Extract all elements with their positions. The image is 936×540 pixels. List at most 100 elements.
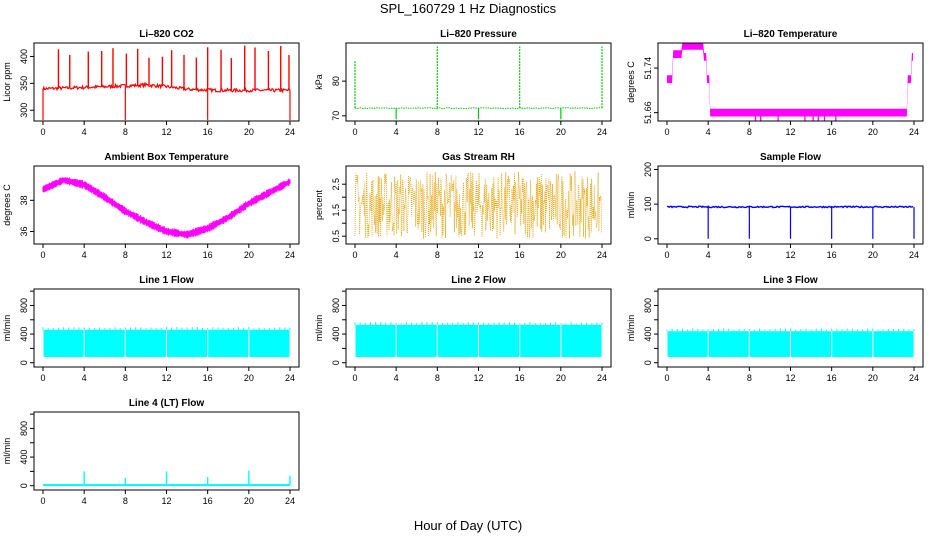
x-tick-label: 24	[597, 373, 607, 383]
data-series	[354, 46, 603, 120]
y-tick-label: 800	[19, 421, 29, 436]
data-series	[666, 328, 915, 357]
chart-title: Line 3 Flow	[763, 275, 818, 286]
x-tick-label: 16	[203, 496, 213, 506]
x-tick-label: 20	[244, 496, 254, 506]
y-tick-label: 0	[19, 360, 29, 365]
x-tick-label: 8	[747, 250, 752, 260]
x-tick-label: 20	[556, 373, 566, 383]
y-axis-label: ml/min	[2, 438, 12, 465]
x-tick-label: 0	[40, 250, 45, 260]
chart-panel-9: Line 3 Flow ml/min 0 4 8 12 16 20 24 0 400 800	[626, 275, 924, 383]
flow-band	[832, 331, 873, 357]
y-tick-label: 36	[19, 227, 29, 237]
x-tick-label: 24	[285, 250, 295, 260]
y-tick-label: 400	[19, 49, 29, 64]
chart-title: Li–820 Pressure	[440, 29, 517, 40]
x-tick-label: 8	[435, 127, 440, 137]
x-tick-label: 12	[161, 250, 171, 260]
x-tick-label: 8	[123, 127, 128, 137]
chart-panel-4: Ambient Box Temperature degrees C 0 4 8 12 16 2…	[2, 152, 300, 260]
x-tick-label: 16	[515, 373, 525, 383]
x-tick-label: 16	[515, 127, 525, 137]
flow-band	[479, 324, 520, 357]
y-tick-label: 0	[331, 360, 341, 365]
x-tick-label: 0	[352, 373, 357, 383]
chart-panel-2: Li–820 Pressure kPa 0 4 8 12 16 20 24 70 80	[314, 29, 612, 137]
y-tick-label: 0.5	[331, 230, 341, 243]
x-tick-label: 0	[40, 496, 45, 506]
x-tick-label: 12	[473, 127, 483, 137]
chart-panel-7: Line 1 Flow ml/min 0 4 8 12 16 20 24 0 400 800	[2, 275, 300, 383]
x-tick-label: 16	[203, 127, 213, 137]
flow-band	[396, 324, 437, 357]
flow-band	[437, 324, 478, 357]
y-axis-label: degrees C	[626, 61, 636, 103]
y-axis-label: degrees C	[2, 184, 12, 226]
chart-panel-1: Li–820 CO2 Licor ppm 0 4 8 12 16 20 24 300 350 400	[2, 29, 300, 137]
x-tick-label: 8	[123, 250, 128, 260]
x-tick-label: 20	[556, 127, 566, 137]
x-tick-label: 0	[352, 127, 357, 137]
x-tick-label: 12	[161, 373, 171, 383]
data-series	[354, 170, 602, 239]
x-tick-label: 24	[597, 250, 607, 260]
y-tick-label: 0	[643, 360, 653, 365]
y-tick-label: 100	[643, 197, 653, 212]
sample-flow-series	[666, 205, 914, 209]
x-tick-label: 24	[909, 127, 919, 137]
x-tick-label: 16	[203, 250, 213, 260]
x-tick-label: 12	[473, 250, 483, 260]
y-tick-label: 0	[19, 483, 29, 488]
y-axis-label: kPa	[314, 74, 324, 90]
flow-band	[520, 324, 561, 357]
y-tick-label: 200	[643, 162, 653, 177]
x-tick-label: 4	[394, 127, 399, 137]
x-tick-label: 4	[394, 373, 399, 383]
chart-panel-10: Line 4 (LT) Flow ml/min 0 4 8 12 16 20 24 0 400 800	[2, 398, 300, 506]
x-tick-label: 8	[435, 373, 440, 383]
x-tick-label: 20	[244, 127, 254, 137]
flow-band	[749, 331, 790, 357]
x-tick-label: 0	[664, 373, 669, 383]
x-tick-label: 20	[868, 250, 878, 260]
y-axis-label: ml/min	[314, 315, 324, 342]
y-tick-label: 800	[19, 298, 29, 313]
flow-band	[249, 329, 290, 357]
flow-band	[873, 331, 914, 357]
y-tick-label: 400	[643, 327, 653, 342]
flow-band	[667, 331, 708, 357]
chart-title: Line 2 Flow	[451, 275, 506, 286]
x-tick-label: 4	[82, 373, 87, 383]
y-axis-label: ml/min	[626, 192, 636, 219]
y-tick-label: 51.66	[643, 101, 653, 124]
y-tick-label: 300	[19, 103, 29, 118]
x-tick-label: 12	[473, 373, 483, 383]
x-tick-label: 4	[706, 127, 711, 137]
x-tick-label: 8	[123, 496, 128, 506]
x-tick-label: 24	[909, 373, 919, 383]
data-series	[354, 321, 603, 357]
chart-title: Li–820 CO2	[139, 29, 194, 40]
y-tick-label: 400	[19, 450, 29, 465]
flow-band	[791, 331, 832, 357]
y-tick-label: 80	[331, 76, 341, 86]
data-series	[42, 327, 291, 357]
x-tick-label: 4	[706, 250, 711, 260]
chart-panel-5: Gas Stream RH percent 0 4 8 12 16 20 24 0.5 1.5 2.5	[314, 152, 612, 260]
flow-band	[125, 329, 166, 357]
x-tick-label: 20	[244, 373, 254, 383]
x-tick-label: 0	[352, 250, 357, 260]
x-tick-label: 0	[664, 127, 669, 137]
x-tick-label: 24	[597, 127, 607, 137]
x-tick-label: 20	[868, 127, 878, 137]
x-tick-label: 0	[664, 250, 669, 260]
x-tick-label: 4	[82, 127, 87, 137]
data-series	[666, 205, 915, 239]
x-tick-label: 4	[394, 250, 399, 260]
x-tick-label: 12	[161, 127, 171, 137]
plot-frame	[33, 42, 300, 122]
x-tick-label: 0	[40, 127, 45, 137]
y-tick-label: 400	[331, 327, 341, 342]
